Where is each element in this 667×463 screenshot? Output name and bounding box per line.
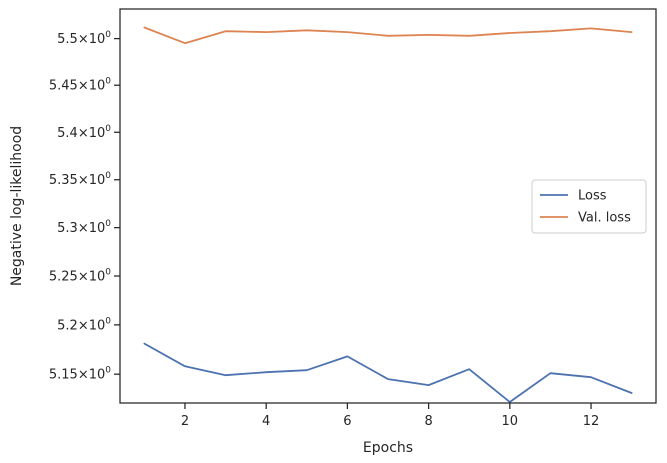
y-tick-label: 5.5×100 <box>57 30 111 47</box>
x-tick-label: 6 <box>343 414 351 429</box>
y-tick-label: 5.25×100 <box>49 268 111 285</box>
y-tick-label: 5.3×100 <box>57 219 111 236</box>
x-axis-label: Epochs <box>363 440 413 456</box>
series-line-loss <box>143 342 633 403</box>
x-tick-label: 4 <box>262 414 270 429</box>
y-tick-label: 5.4×100 <box>57 124 111 141</box>
series-line-val-loss <box>143 26 633 45</box>
x-tick-label: 2 <box>181 414 189 429</box>
plot-frame <box>119 8 657 404</box>
legend-box <box>531 179 647 234</box>
y-axis-ticks: 5.15×100 5.2×100 5.25×100 5.3×100 5.35×100 5.… <box>49 30 120 383</box>
legend: Loss Val. loss <box>531 179 647 234</box>
x-tick-label: 8 <box>424 414 432 429</box>
y-axis-label: Negative log-likelihood <box>9 126 25 286</box>
series-lines <box>143 26 633 403</box>
y-tick-label: 5.35×100 <box>49 171 111 188</box>
y-tick-label: 5.45×100 <box>49 77 111 94</box>
legend-label: Val. loss <box>578 211 631 226</box>
x-axis-ticks: 2 4 6 8 10 12 <box>181 403 599 429</box>
y-tick-label: 5.2×100 <box>57 316 111 333</box>
y-tick-label: 5.15×100 <box>49 366 111 383</box>
legend-label: Loss <box>578 189 607 204</box>
x-tick-label: 10 <box>502 414 519 429</box>
x-tick-label: 12 <box>583 414 600 429</box>
